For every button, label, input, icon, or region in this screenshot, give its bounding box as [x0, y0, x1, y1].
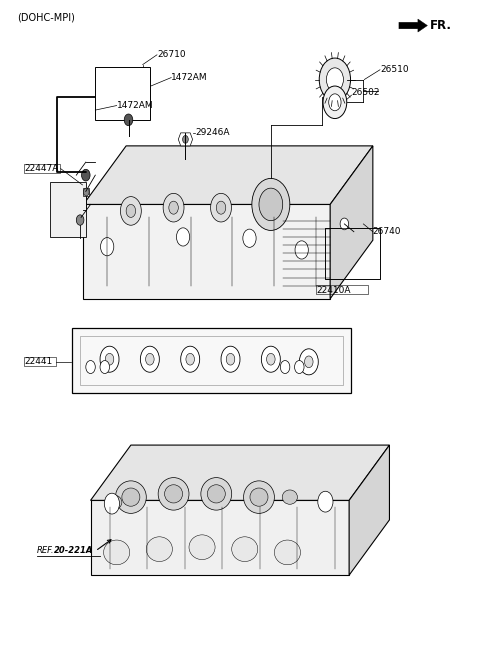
Text: FR.: FR. — [430, 19, 452, 32]
Circle shape — [100, 237, 114, 256]
Bar — [24, 358, 56, 366]
Circle shape — [259, 188, 283, 220]
Text: 22441: 22441 — [24, 358, 52, 366]
Ellipse shape — [189, 535, 215, 560]
Circle shape — [329, 94, 341, 111]
Circle shape — [163, 194, 184, 222]
Circle shape — [169, 201, 179, 214]
Circle shape — [319, 58, 350, 101]
Polygon shape — [349, 445, 389, 575]
Polygon shape — [72, 328, 351, 393]
Bar — [50, 182, 86, 237]
Ellipse shape — [243, 481, 275, 514]
Circle shape — [86, 361, 96, 373]
Circle shape — [318, 491, 333, 512]
Circle shape — [182, 136, 188, 143]
Text: 22447A: 22447A — [24, 164, 59, 173]
Circle shape — [295, 361, 304, 373]
Ellipse shape — [232, 537, 258, 562]
Text: 1472AM: 1472AM — [117, 101, 153, 110]
Bar — [325, 228, 380, 279]
Circle shape — [126, 205, 136, 217]
Circle shape — [105, 354, 114, 365]
Circle shape — [264, 205, 273, 217]
Circle shape — [226, 354, 235, 365]
Circle shape — [216, 201, 226, 214]
Circle shape — [304, 356, 313, 367]
Circle shape — [100, 346, 119, 372]
Circle shape — [221, 346, 240, 372]
Circle shape — [186, 354, 194, 365]
Ellipse shape — [158, 478, 189, 510]
Circle shape — [120, 197, 141, 225]
Circle shape — [300, 349, 318, 375]
Polygon shape — [84, 146, 373, 205]
Text: 26740: 26740 — [373, 227, 401, 236]
Text: 20-221A: 20-221A — [54, 546, 93, 555]
Ellipse shape — [201, 478, 232, 510]
Circle shape — [211, 194, 231, 222]
Circle shape — [326, 68, 343, 91]
Ellipse shape — [122, 488, 140, 506]
Circle shape — [180, 346, 200, 372]
Circle shape — [145, 354, 154, 365]
Circle shape — [82, 169, 90, 181]
Bar — [96, 66, 150, 120]
Text: 26710: 26710 — [157, 51, 186, 59]
Text: 22410A: 22410A — [316, 286, 350, 295]
Ellipse shape — [146, 537, 172, 562]
Polygon shape — [330, 146, 373, 298]
Ellipse shape — [104, 540, 130, 565]
Circle shape — [243, 229, 256, 247]
Text: 1472AM: 1472AM — [171, 73, 208, 82]
Polygon shape — [84, 205, 330, 298]
Circle shape — [295, 241, 308, 259]
Polygon shape — [399, 19, 427, 32]
Bar — [325, 228, 381, 279]
Polygon shape — [84, 188, 89, 196]
Circle shape — [84, 188, 89, 196]
Circle shape — [104, 493, 120, 514]
Ellipse shape — [107, 495, 122, 510]
Circle shape — [100, 361, 109, 373]
Circle shape — [177, 228, 190, 246]
Circle shape — [140, 346, 159, 372]
Circle shape — [76, 215, 84, 225]
Bar — [24, 164, 60, 173]
Ellipse shape — [275, 540, 300, 565]
Bar — [316, 285, 368, 293]
Circle shape — [280, 361, 290, 373]
Circle shape — [323, 86, 347, 119]
Text: 29246A: 29246A — [195, 129, 229, 137]
Ellipse shape — [165, 485, 182, 503]
Polygon shape — [91, 501, 349, 575]
Polygon shape — [179, 133, 192, 146]
Text: REF.: REF. — [37, 546, 54, 555]
Ellipse shape — [282, 490, 298, 504]
Text: 26502: 26502 — [351, 88, 380, 97]
Circle shape — [266, 354, 275, 365]
Bar — [80, 336, 343, 385]
Circle shape — [258, 197, 279, 225]
Ellipse shape — [116, 481, 146, 514]
Ellipse shape — [250, 488, 268, 506]
Polygon shape — [91, 445, 389, 501]
Circle shape — [252, 178, 290, 230]
Circle shape — [340, 218, 348, 230]
Circle shape — [124, 114, 133, 126]
Text: 26510: 26510 — [380, 66, 408, 74]
Text: (DOHC-MPI): (DOHC-MPI) — [17, 12, 75, 22]
Ellipse shape — [207, 485, 225, 503]
Circle shape — [261, 346, 280, 372]
